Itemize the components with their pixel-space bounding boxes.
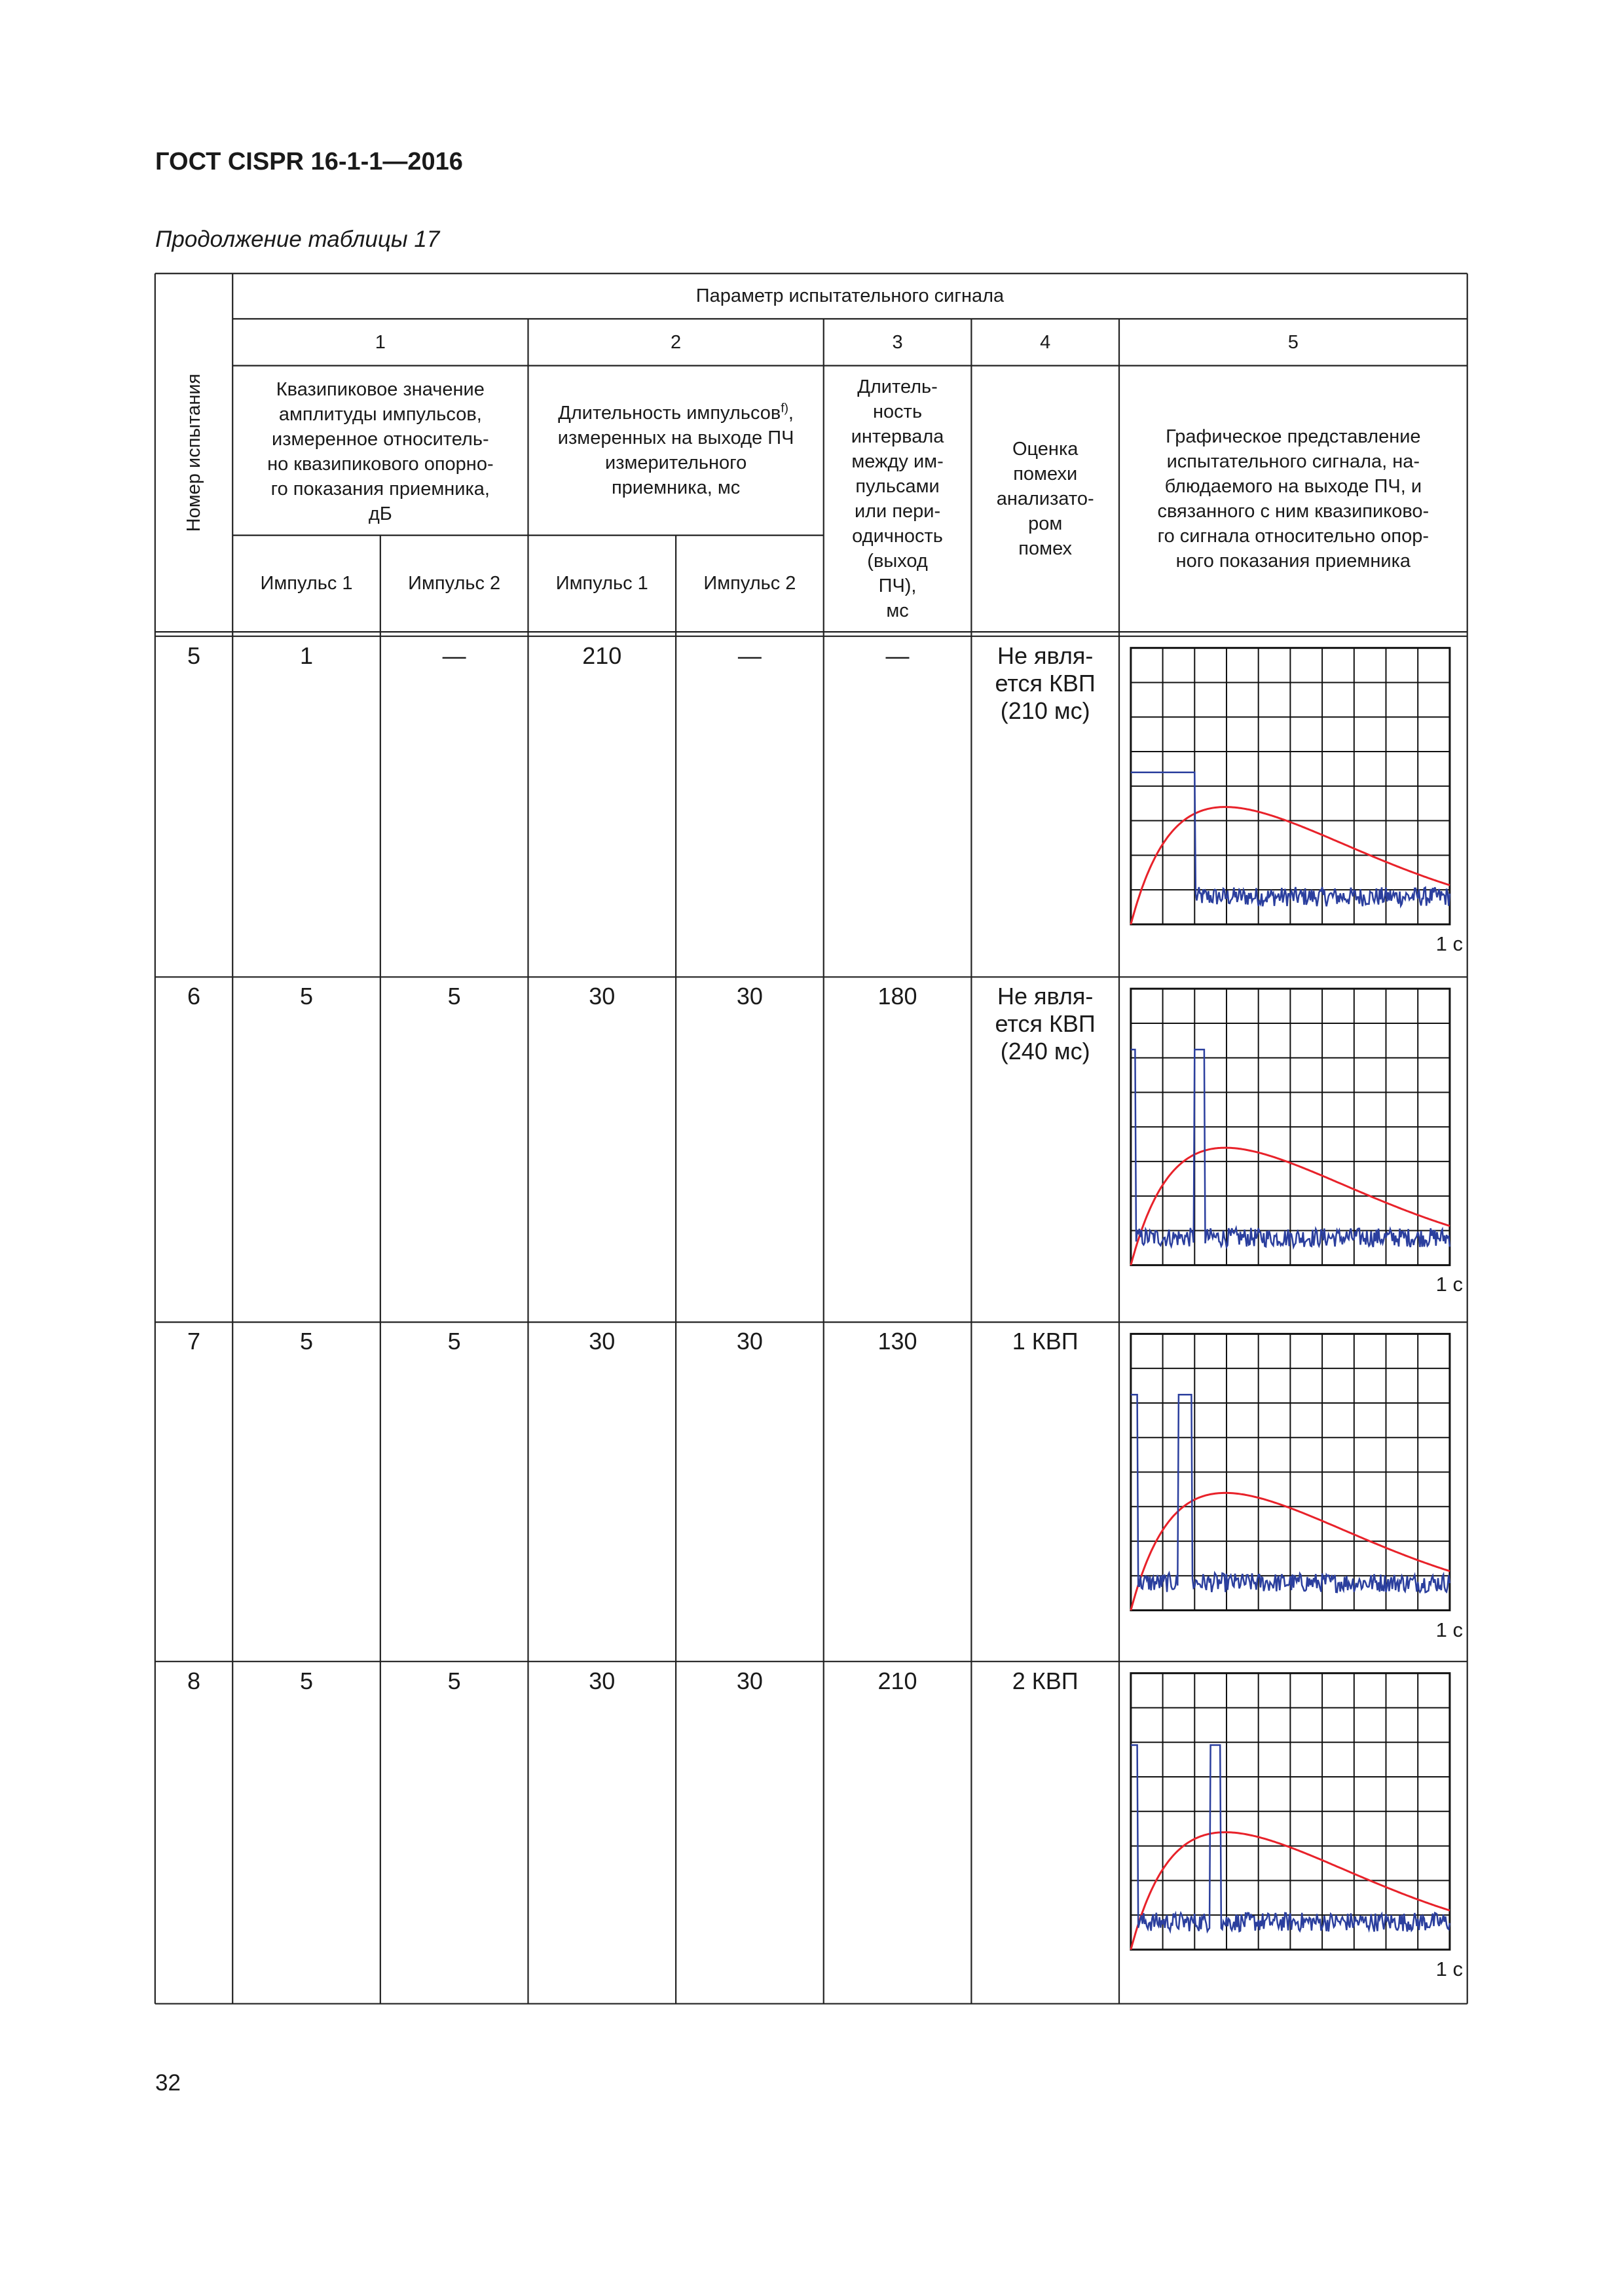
quasi-peak-curve: [1130, 1146, 1450, 1266]
column-number: 5: [1287, 331, 1299, 353]
quasi-peak-curve: [1130, 1831, 1450, 1950]
column-header: Длитель- ность интервала между им- пульс…: [851, 376, 944, 621]
table-cell: —: [885, 642, 910, 669]
graph-time-label: 1 с: [1435, 1273, 1463, 1296]
table-cell: 5: [300, 1328, 314, 1355]
table-cell: 1 КВП: [1012, 1328, 1079, 1355]
table-cell: Не явля- ется КВП (210 мс): [995, 642, 1096, 724]
table-cell: 30: [736, 1667, 763, 1694]
table-cell: 30: [736, 983, 763, 1010]
header-fragment: , измеренных на выходе ПЧ измерительного…: [557, 403, 794, 499]
quasi-peak-curve: [1130, 806, 1450, 925]
column-header: Оценка помехи анализато- ром помех: [996, 438, 1094, 559]
table-cell: 210: [877, 1667, 917, 1694]
sub-header: Импульс 2: [408, 573, 501, 594]
table-cell: 5: [300, 983, 314, 1010]
table-cell: 210: [582, 642, 622, 669]
table-cell: 130: [877, 1328, 917, 1355]
column-header: Квазипиковое значение амплитуды импульсо…: [267, 379, 494, 525]
table-cell: 180: [877, 983, 917, 1010]
header-fragment: Длительность импульсов: [558, 403, 781, 424]
page-number: 32: [155, 2070, 181, 2096]
column-number: 2: [671, 331, 682, 353]
sub-header: Импульс 2: [703, 573, 796, 594]
header-fragment: f): [781, 401, 788, 416]
table-cell: —: [442, 642, 466, 669]
column-number: 4: [1040, 331, 1051, 353]
graph-time-label: 1 с: [1435, 932, 1463, 955]
table-cell: 5: [300, 1667, 314, 1694]
table-cell: 2 КВП: [1012, 1667, 1079, 1694]
table-cell: 7: [187, 1328, 200, 1355]
table-cell: —: [737, 642, 762, 669]
graph-time-label: 1 с: [1435, 1957, 1463, 1980]
table-cell: 5: [187, 642, 200, 669]
table-cell: 1: [300, 642, 314, 669]
table-cell: 8: [187, 1667, 200, 1694]
column-header-text: Длительность импульсовf), измеренных на …: [528, 401, 823, 500]
sub-header: Импульс 1: [260, 573, 353, 594]
column-header: Графическое представление испытательного…: [1157, 426, 1430, 572]
table-caption: Продолжение таблицы 17: [155, 227, 440, 252]
quasi-peak-curve: [1130, 1491, 1450, 1611]
table-cell: 5: [447, 1667, 461, 1694]
graph-time-label: 1 с: [1435, 1618, 1463, 1641]
if-signal: [1130, 1744, 1451, 1934]
table-cell: 5: [447, 983, 461, 1010]
if-signal: [1130, 771, 1451, 909]
column-number: 1: [375, 331, 386, 353]
test-number-header: Номер испытания: [183, 373, 204, 532]
column-header: Длительность импульсовf), измеренных на …: [528, 366, 823, 536]
table-cell: Не явля- ется КВП (240 мс): [995, 983, 1096, 1065]
if-signal: [1130, 1394, 1451, 1594]
table-cell: 6: [187, 983, 200, 1010]
if-signal: [1130, 1048, 1451, 1250]
parameter-header: Параметр испытательного сигнала: [695, 285, 1005, 307]
table-cell: 30: [736, 1328, 763, 1355]
doc-title: ГОСТ CISPR 16-1-1—2016: [155, 148, 463, 175]
column-number: 3: [892, 331, 903, 353]
table-cell: 30: [589, 1328, 616, 1355]
table-cell: 5: [447, 1328, 461, 1355]
table-cell: 30: [589, 1667, 616, 1694]
table-cell: 30: [589, 983, 616, 1010]
sub-header: Импульс 1: [555, 573, 648, 594]
